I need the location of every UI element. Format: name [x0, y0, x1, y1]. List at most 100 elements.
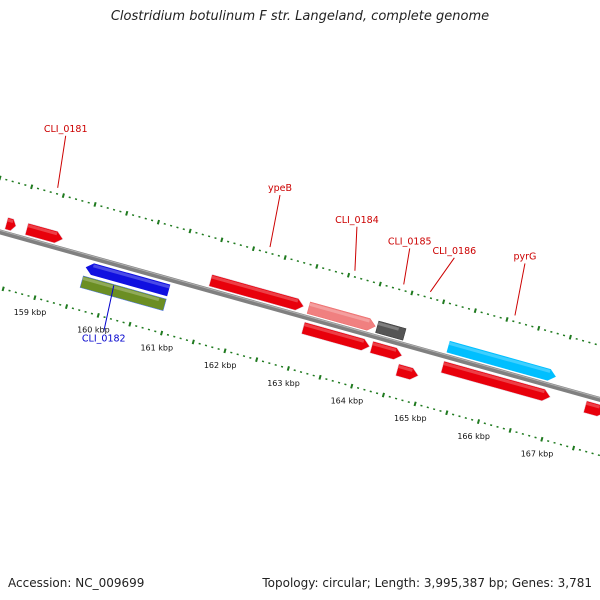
scale-tick-label: 160 kbp	[77, 326, 110, 335]
outer-track-tick	[0, 175, 2, 181]
scale-tick-label: 159 kbp	[14, 308, 47, 317]
gene-f4[interactable]	[79, 275, 167, 311]
scale-tick-label: 162 kbp	[204, 361, 237, 370]
inner-track-tick	[223, 348, 227, 354]
inner-track-tick	[191, 339, 195, 345]
outer-track-tick	[505, 317, 509, 322]
inner-track-tick	[445, 410, 449, 416]
gene-arrow-shine	[6, 218, 14, 223]
outer-track-tick	[315, 263, 319, 269]
genome-summary-text: Topology: circular; Length: 3,995,387 bp…	[262, 576, 592, 590]
label-leader	[514, 263, 526, 316]
inner-track-tick	[381, 392, 385, 398]
scale-tick-label: 166 kbp	[457, 432, 490, 441]
backbone-line	[0, 229, 600, 403]
gene-arrow-shine	[448, 341, 551, 373]
inner-track-tick	[318, 374, 322, 380]
inner-dotted-track	[1, 286, 600, 457]
gene-f2[interactable]	[24, 222, 64, 245]
inner-track-tick	[96, 312, 100, 318]
scale-labels: 159 kbp 160 kbp 161 kbp 162 kbp 163 kbp 164 k…	[14, 308, 554, 459]
outer-track-tick	[125, 210, 129, 216]
outer-track-tick	[30, 184, 34, 190]
gene-f10[interactable]	[395, 363, 420, 381]
outer-track-tick	[220, 237, 224, 243]
map-title: Clostridium botulinum F str. Langeland, …	[110, 9, 490, 24]
inner-track-tick	[540, 436, 544, 442]
inner-track-tick	[64, 304, 69, 309]
outer-track-tick	[156, 219, 160, 225]
inner-track-tick	[508, 427, 512, 433]
outer-track-tick	[473, 308, 477, 314]
gene-arrow-shine	[303, 323, 365, 343]
gene-label: pyrG	[513, 251, 536, 262]
label-leader	[269, 194, 281, 248]
outer-track-tick	[251, 246, 256, 252]
inner-track-tick	[571, 445, 576, 451]
outer-track-tick	[346, 272, 351, 278]
gene-arrow-shine	[443, 362, 545, 394]
inner-track-tick	[255, 357, 259, 363]
inner-track-tick	[476, 419, 481, 425]
gene-arrow-shine	[211, 275, 299, 303]
gene-f1[interactable]	[4, 217, 18, 232]
outer-track-tick	[61, 193, 65, 199]
outer-track-tick	[283, 255, 287, 260]
inner-track-tick	[128, 321, 132, 327]
gene-f6[interactable]	[306, 301, 377, 332]
scale-tick-label: 161 kbp	[140, 343, 173, 352]
scale-tick-label: 164 kbp	[331, 397, 364, 406]
gene-labels: CLI_0181 CLI_0182 ypeB CLI_0184 CLI_0185CLI_…	[44, 124, 537, 345]
gene-label: CLI_0186	[433, 246, 477, 257]
gene-arrow-shine	[377, 322, 400, 331]
scale-tick-label: 163 kbp	[267, 379, 300, 388]
gene-f8[interactable]	[375, 320, 407, 341]
accession-text: Accession: NC_009699	[8, 576, 145, 590]
gene-f11[interactable]	[446, 340, 558, 383]
inner-track-tick	[350, 383, 354, 389]
gene-features[interactable]	[4, 217, 600, 429]
outer-track-tick	[378, 281, 382, 287]
gene-f7[interactable]	[301, 321, 371, 352]
gene-arrow-shine	[92, 264, 171, 289]
gene-label: CLI_0181	[44, 124, 88, 135]
label-leader	[57, 135, 67, 188]
gene-label: CLI_0185	[388, 236, 432, 247]
backbone-highlight	[0, 229, 600, 399]
outer-track-tick	[537, 325, 541, 331]
label-leader	[354, 226, 358, 271]
gene-label: CLI_0184	[335, 215, 379, 226]
gene-f12[interactable]	[440, 360, 552, 403]
gene-arrow-shine	[585, 401, 600, 409]
gene-label: ypeB	[268, 183, 292, 194]
gene-arrow[interactable]	[84, 261, 171, 297]
gene-f3[interactable]	[84, 261, 171, 297]
inner-track-tick	[1, 286, 5, 292]
scale-tick-label: 167 kbp	[521, 450, 554, 459]
inner-track-tick	[160, 330, 164, 336]
label-leader	[103, 285, 115, 332]
gene-arrow-shine	[27, 224, 58, 236]
label-leader	[429, 257, 455, 293]
outer-dotted-track	[0, 175, 597, 346]
outer-track-tick	[188, 228, 192, 234]
gene-arrow-shine	[372, 342, 397, 352]
inner-track-tick	[413, 401, 417, 407]
gene-arrow-shine	[397, 365, 413, 372]
inner-track-tick	[33, 295, 37, 301]
outer-track-tick	[568, 334, 572, 340]
genome-backbone	[0, 229, 600, 403]
gene-arrow-shine	[309, 302, 370, 323]
inner-track-tick	[286, 366, 290, 371]
scale-tick-label: 165 kbp	[394, 414, 427, 423]
gene-f9[interactable]	[369, 340, 404, 361]
gene-f13[interactable]	[583, 400, 600, 418]
outer-track-tick	[442, 299, 446, 305]
gene-f5[interactable]	[208, 274, 305, 313]
label-leader	[403, 248, 411, 285]
gene-arrow-shine	[82, 276, 160, 302]
outer-track-tick	[93, 202, 97, 207]
gene-label: CLI_0182	[82, 333, 126, 344]
outer-track-tick	[410, 290, 414, 296]
